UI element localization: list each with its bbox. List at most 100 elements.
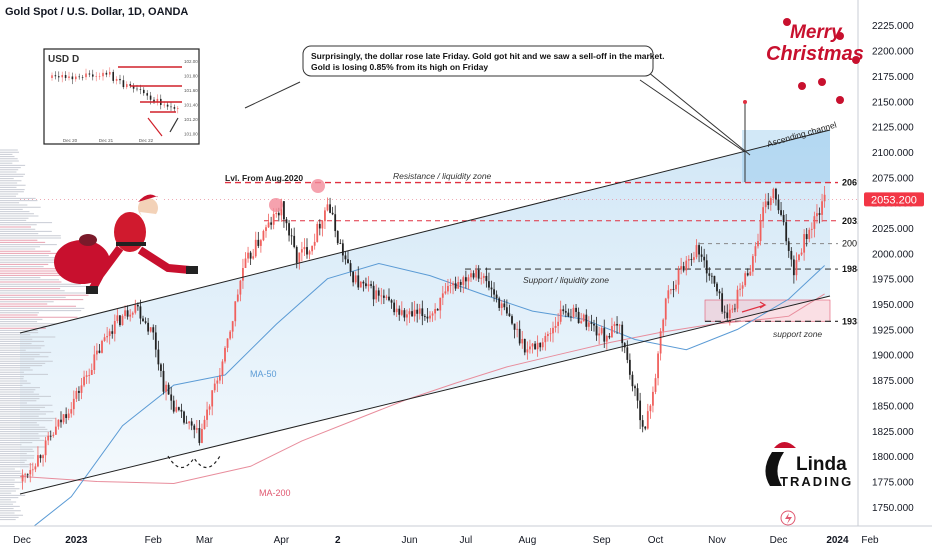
candle-body [477, 269, 480, 279]
candle-body [257, 239, 260, 246]
candle-body [439, 297, 442, 311]
logo-top-text: Linda [796, 454, 847, 475]
candle-body [618, 324, 621, 326]
price-tick-label: 1800.000 [872, 452, 914, 463]
candle-body [334, 214, 337, 232]
candle-body [611, 325, 613, 338]
candle-body [557, 321, 560, 326]
candle-body [93, 354, 96, 371]
inset-candle-body [58, 76, 60, 78]
candle-body [400, 310, 403, 315]
channel-lower-line [19, 295, 831, 495]
inset-candle-body [166, 104, 169, 107]
candle-body [803, 234, 806, 253]
candle-body [329, 204, 331, 213]
candle-body [375, 290, 378, 300]
time-axis[interactable]: Dec 2023 Feb Mar Apr 2 Jun Jul Aug Sep Oct Nov Dec 20… [13, 535, 879, 546]
candle-body [777, 199, 780, 211]
candle-body [47, 435, 50, 441]
inset-price-label: 101.00 [184, 132, 198, 137]
support-zone-label: support zone [773, 329, 822, 339]
candle-body [72, 398, 75, 410]
candle-body [705, 260, 708, 274]
candle-body [541, 342, 544, 348]
candle-body [295, 247, 298, 263]
candle-body [598, 333, 601, 336]
candle-body [495, 294, 498, 299]
time-tick-label: Feb [861, 535, 879, 546]
candle-body [406, 314, 408, 318]
inset-candle-body [163, 104, 165, 106]
flash-icon[interactable] [780, 510, 796, 526]
candle-body [290, 235, 293, 237]
candle-body [700, 254, 703, 257]
candle-body [762, 207, 765, 221]
candle-body [26, 473, 29, 475]
candle-body [180, 409, 183, 412]
candle-body [475, 269, 478, 278]
inset-candle-body [68, 76, 70, 78]
time-tick-label: 2024 [826, 535, 849, 546]
candle-body [311, 245, 314, 252]
candle-body [808, 229, 811, 240]
inset-candle-body [156, 98, 159, 102]
candle-body [293, 235, 296, 248]
candle-body [60, 419, 62, 423]
candle-body [57, 419, 60, 427]
time-tick-label: Apr [274, 535, 290, 546]
time-tick-label: Jul [459, 535, 472, 546]
inset-price-label: 102.00 [184, 59, 198, 64]
candle-body [544, 336, 547, 343]
candle-body [62, 414, 65, 423]
price-tick-label: 2000.000 [872, 249, 914, 260]
time-tick-label: Dec [770, 535, 788, 546]
candle-body [65, 414, 68, 418]
price-axis-bg [858, 0, 932, 526]
candle-body [662, 319, 665, 332]
candle-body [459, 281, 462, 285]
candle-body [652, 391, 654, 406]
candle-body [359, 281, 362, 288]
price-axis[interactable]: 1750.000 1775.000 1800.000 1825.000 1850.000… [872, 21, 914, 514]
candle-body [85, 375, 88, 377]
candle-body [42, 455, 44, 459]
candle-body [136, 304, 139, 307]
candlesticks [21, 185, 826, 490]
candle-body [498, 298, 501, 308]
inset-usd-chart: USD D 102.00 101.80 101.60 101.40 101.20 101.… [43, 48, 200, 145]
volume-profile [0, 149, 96, 521]
candle-body [336, 231, 339, 244]
candle-body [800, 252, 803, 255]
candle-body [303, 247, 306, 250]
candle-body [649, 405, 652, 412]
price-tick-label: 2225.000 [872, 21, 914, 32]
candle-body [247, 252, 249, 259]
candle-body [739, 288, 741, 290]
candle-body [518, 328, 521, 344]
time-axis-bg [0, 526, 932, 550]
candle-body [24, 473, 27, 475]
candle-body [616, 323, 618, 326]
level-label-mid: 2009.6 [842, 239, 870, 249]
candle-body [190, 421, 193, 426]
logo-bottom-text: TRADING [780, 474, 853, 489]
candle-body [244, 258, 247, 269]
candle-body [172, 400, 175, 412]
highlight-circle-may [311, 179, 325, 193]
candle-body [669, 289, 672, 291]
candle-body [395, 308, 398, 313]
callout-pointer-right-a [647, 71, 751, 156]
candle-body [211, 390, 214, 407]
candle-body [654, 378, 657, 392]
candle-body [275, 212, 278, 215]
candle-body [285, 219, 288, 224]
candle-body [516, 328, 519, 330]
candle-body [436, 308, 439, 311]
inset-symbol: USD [48, 54, 69, 65]
candle-body [790, 250, 793, 260]
candle-body [657, 353, 659, 379]
symbol-title[interactable]: Gold Spot / U.S. Dollar, 1D, OANDA [5, 6, 188, 18]
candle-body [457, 281, 460, 289]
inset-candle-body [54, 75, 57, 77]
candle-body [470, 273, 472, 278]
